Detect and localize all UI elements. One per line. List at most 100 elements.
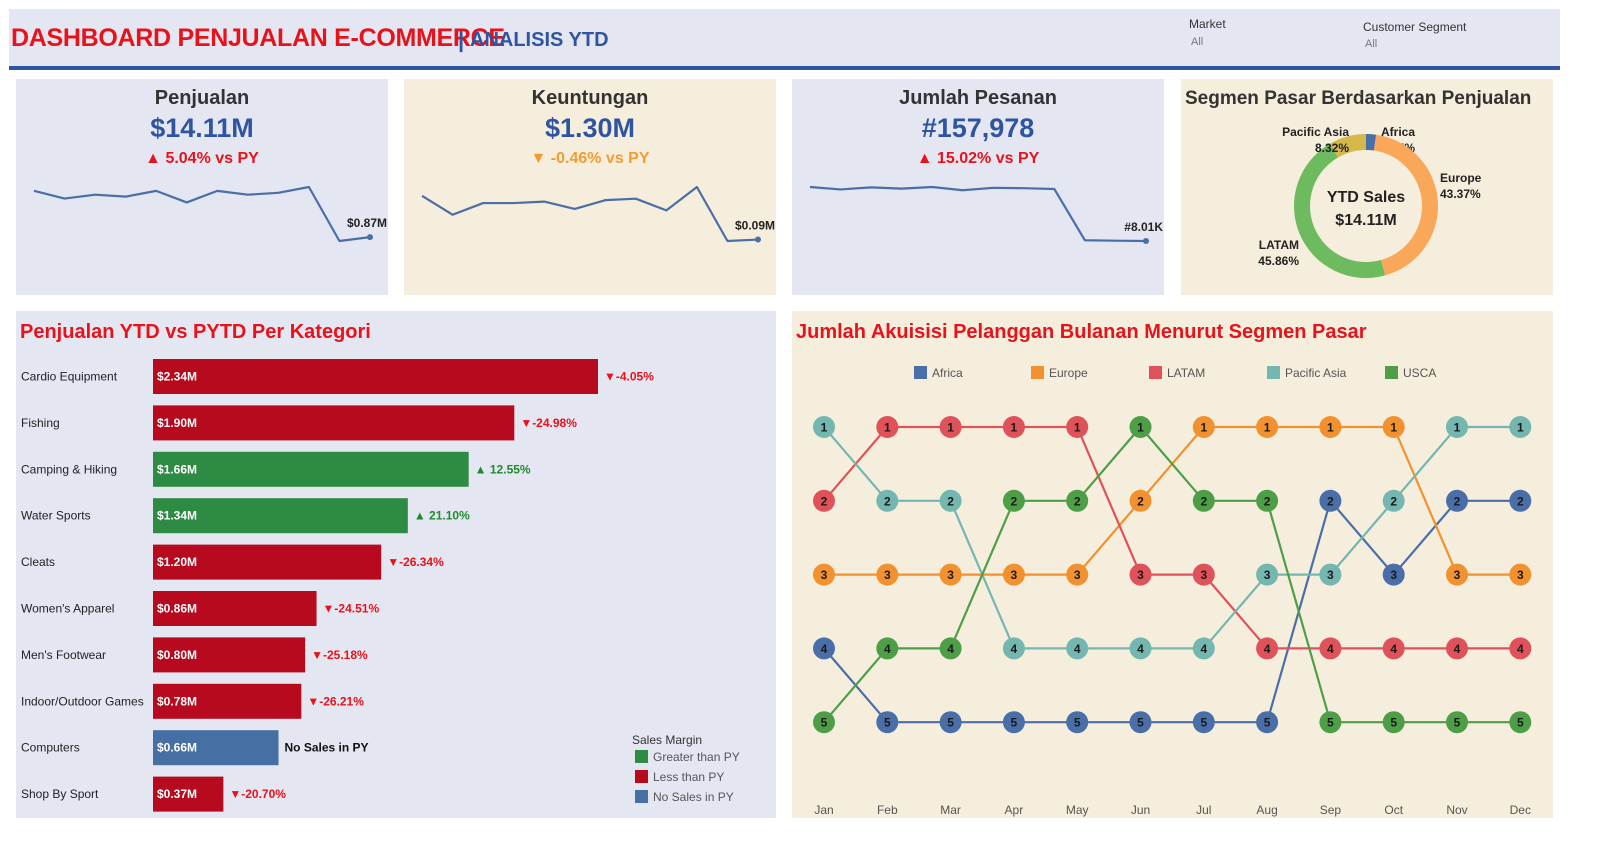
sparkline-end-point <box>755 236 761 243</box>
legend-label: Europe <box>1049 366 1088 380</box>
kpi-change-text: 15.02% vs PY <box>937 150 1040 167</box>
x-tick-label: Jan <box>814 803 833 817</box>
bump-rank-label: 5 <box>1517 716 1524 730</box>
sparkline-end-point <box>1143 238 1149 244</box>
bump-point <box>1129 637 1152 660</box>
bump-rank-label: 3 <box>1137 568 1144 582</box>
customer-segment-filter-dropdown[interactable]: All <box>1365 38 1378 50</box>
bump-point <box>1002 637 1025 660</box>
bump-point <box>813 563 835 586</box>
bump-point <box>876 711 899 734</box>
bar-change-label: ▲ 21.10% <box>414 509 470 523</box>
bar-category-label: Shop By Sport <box>21 787 99 801</box>
bar-value-label: $2.34M <box>157 370 197 384</box>
bar-7 <box>153 637 306 673</box>
bump-point <box>1066 489 1089 512</box>
bar-value-label: $1.34M <box>157 509 197 523</box>
bump-chart-title: Jumlah Akuisisi Pelanggan Bulanan Menuru… <box>796 321 1367 343</box>
bump-rank-label: 5 <box>947 716 954 730</box>
bump-rank-label: 1 <box>1327 421 1334 435</box>
bar-category-label: Water Sports <box>21 509 91 523</box>
donut-slice-latam <box>1294 143 1386 279</box>
bar-category-label: Indoor/Outdoor Games <box>21 694 144 708</box>
bump-point <box>1256 489 1279 512</box>
x-tick-label: Sep <box>1320 803 1342 817</box>
kpi-change-arrow: ▲ <box>145 150 161 167</box>
bump-point <box>1256 416 1279 438</box>
legend-label: LATAM <box>1167 366 1205 380</box>
bump-rank-label: 5 <box>1011 716 1018 730</box>
bump-point <box>876 416 899 438</box>
bump-rank-label: 1 <box>1264 421 1271 435</box>
bar-1 <box>153 359 598 394</box>
bump-rank-label: 1 <box>1137 421 1144 435</box>
bump-rank-label: 2 <box>1517 494 1524 508</box>
donut-slice-name: Europe <box>1440 171 1482 185</box>
bump-rank-label: 2 <box>1454 494 1461 508</box>
bar-change-label: ▼-20.70% <box>229 787 286 801</box>
legend-swatch <box>635 750 648 763</box>
bump-point <box>1192 711 1215 734</box>
bar-value-label: $0.37M <box>157 787 197 801</box>
legend-title: Sales Margin <box>632 733 702 747</box>
bump-rank-label: 2 <box>947 494 954 508</box>
title-separator: | <box>458 27 465 52</box>
bump-point <box>813 637 835 660</box>
bar-value-label: $0.80M <box>157 648 197 662</box>
x-tick-label: Apr <box>1005 803 1024 817</box>
bar-change-label: ▼-24.51% <box>323 602 380 616</box>
kpi-sparkline: $0.87M <box>33 185 387 243</box>
kpi-title: Jumlah Pesanan <box>899 87 1057 109</box>
bump-point <box>1192 563 1215 586</box>
donut-slice-percent: 45.86% <box>1258 254 1299 268</box>
bar-value-label: $0.78M <box>157 694 197 708</box>
bump-rank-label: 1 <box>1011 421 1018 435</box>
x-tick-label: Mar <box>940 803 961 817</box>
bar-category-label: Computers <box>21 741 80 755</box>
bump-point <box>1446 416 1468 438</box>
x-tick-label: Feb <box>877 803 898 817</box>
x-tick-label: Aug <box>1256 803 1277 817</box>
kpi-change-text: 5.04% vs PY <box>165 150 259 167</box>
bump-rank-label: 2 <box>821 494 828 508</box>
bump-point <box>1192 416 1215 438</box>
market-filter-dropdown[interactable]: All <box>1191 36 1204 48</box>
bar-change-label: ▲ 12.55% <box>475 462 531 476</box>
x-tick-label: Nov <box>1446 803 1467 817</box>
sparkline-end-label: $0.09M <box>735 219 775 233</box>
dashboard-title: DASHBOARD PENJUALAN E-COMMERCE <box>11 24 505 52</box>
bump-rank-label: 3 <box>947 568 954 582</box>
kpi-change-text: -0.46% vs PY <box>550 150 650 167</box>
bump-point <box>1256 563 1279 586</box>
bump-point <box>813 489 835 512</box>
bump-point <box>813 416 835 438</box>
donut-slice-percent: 43.37% <box>1440 187 1481 201</box>
bump-rank-label: 5 <box>1200 716 1207 730</box>
bump-point <box>1319 637 1342 660</box>
bump-rank-label: 4 <box>1137 642 1144 656</box>
bump-rank-label: 4 <box>1327 642 1334 656</box>
dashboard-subtitle: ANALISIS YTD <box>470 29 609 51</box>
kpi-change: ▲ 15.02% vs PY <box>792 150 1164 168</box>
kpi-change-arrow: ▲ <box>916 150 933 167</box>
x-tick-label: Jul <box>1196 803 1211 817</box>
bump-point <box>1002 416 1025 438</box>
legend-label: Greater than PY <box>653 750 740 764</box>
bump-point <box>939 489 962 512</box>
bar-category-label: Fishing <box>21 416 60 430</box>
sparkline-end-label: $0.87M <box>347 216 387 230</box>
donut-slice-name: Africa <box>1381 125 1415 139</box>
kpi-card-penjualan: Penjualan $14.11M ▲ 5.04% vs PY $0.87M <box>16 79 388 295</box>
bump-rank-label: 4 <box>1454 642 1461 656</box>
bump-point <box>939 637 962 660</box>
bump-point <box>876 637 899 660</box>
bump-rank-label: 5 <box>1390 716 1397 730</box>
bump-point <box>1319 416 1342 438</box>
bar-value-label: $1.20M <box>157 555 197 569</box>
dashboard-header <box>9 9 1560 67</box>
bump-point <box>1192 489 1215 512</box>
market-filter-label: Market <box>1189 17 1226 31</box>
bump-rank-label: 3 <box>1200 568 1207 582</box>
donut-slice-africa <box>1366 134 1377 151</box>
bump-point <box>1382 637 1405 660</box>
